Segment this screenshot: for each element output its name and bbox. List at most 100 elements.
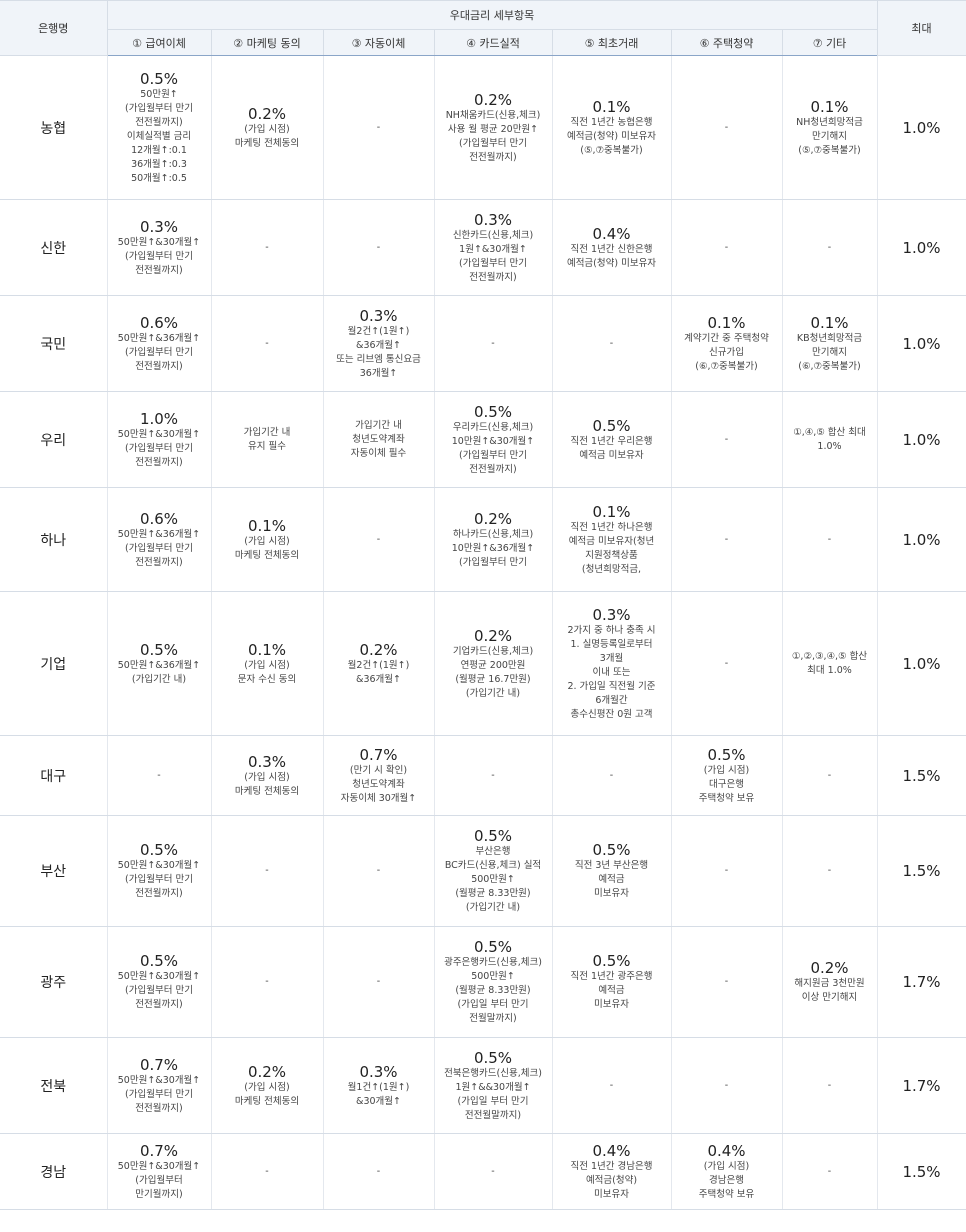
- rate-detail-line: -: [724, 1079, 729, 1091]
- rate-detail-line: 예적금: [598, 874, 625, 885]
- rate-detail-line: 이체실적별 금리: [126, 130, 192, 142]
- rate-detail-line: -: [265, 1165, 269, 1177]
- table-row: 광주 0.5% 50만원↑&30개월↑ (가입월부터 만기 전전월까지) - -0.5% 광주…: [0, 926, 966, 1038]
- rate-detail-line: (가입 시점): [244, 123, 290, 135]
- rate-detail-line: NH청년희망적금: [796, 116, 863, 128]
- rate-value: 0.1%: [592, 97, 631, 116]
- max-rate-cell: 1.5%: [877, 815, 966, 927]
- rate-detail-line: -: [376, 865, 381, 876]
- rate-detail-line: (가입기간 내): [465, 687, 521, 699]
- rate-value: 0.4%: [592, 224, 631, 243]
- rate-value: 0.1%: [247, 640, 287, 659]
- rate-cell: 0.5% 광주은행카드(신용,체크) 500만원↑ (월평균 8.33만원) (가입일 …: [434, 926, 553, 1038]
- rate-detail-line: -: [827, 865, 832, 876]
- rate-detail-line: 6개월간: [595, 694, 628, 706]
- rate-cell: 가입기간 내 유지 필수: [211, 391, 324, 488]
- rate-detail-line: 직전 1년간 광주은행: [570, 971, 653, 982]
- rate-detail-line: -: [376, 976, 381, 987]
- rate-detail-line: 50만원↑&30개월↑: [117, 1074, 201, 1086]
- rate-detail-line: 전전월까지): [135, 456, 183, 468]
- rate-detail-line: -: [376, 241, 381, 253]
- rate-cell: 0.1% KB청년희망적금 만기해지 (⑥,⑦중복불가): [782, 295, 878, 392]
- rate-detail-line: (가입 시점): [703, 764, 750, 776]
- rate-value: 0.2%: [359, 640, 398, 659]
- rate-detail-line: -: [376, 1165, 381, 1177]
- rate-detail-line: NH채움카드(신용,체크): [445, 109, 541, 121]
- rate-cell: 0.4% 직전 1년간 경남은행 예적금(청약) 미보유자: [552, 1133, 672, 1210]
- rate-value: 0.7%: [359, 745, 398, 764]
- rate-detail-line: -: [157, 769, 161, 781]
- rate-cell: 0.7% 50만원↑&30개월↑ (가입월부터 만기월까지): [107, 1133, 212, 1210]
- rate-cell: 1.0% 50만원↑&30개월↑ (가입월부터 만기 전전월까지): [107, 391, 212, 488]
- rate-value: 0.3%: [359, 1062, 398, 1081]
- rate-value: 0.5%: [139, 952, 179, 970]
- rate-cell: -: [782, 1037, 878, 1134]
- rate-value: 0.2%: [247, 1062, 287, 1081]
- bank-name-cell: 국민: [0, 295, 108, 392]
- rate-value: 0.2%: [473, 626, 513, 645]
- rate-cell: -: [552, 735, 672, 816]
- rate-cell: -: [671, 55, 783, 200]
- rate-detail-line: 2. 가입일 직전월 기준: [567, 680, 656, 692]
- rate-detail-line: -: [724, 657, 729, 669]
- rate-detail-line: 예적금(청약): [585, 1174, 638, 1186]
- rate-detail-line: 미보유자: [594, 999, 629, 1010]
- rate-detail-line: (가입 시점): [244, 771, 290, 783]
- rate-cell: -: [323, 926, 435, 1038]
- rate-detail-line: 전전월까지): [135, 556, 183, 568]
- rate-value: 0.5%: [707, 745, 746, 764]
- rate-cell: 0.5% 부산은행 BC카드(신용,체크) 실적 500만원↑ (월평균 8.33만원)…: [434, 815, 553, 927]
- rate-value: 0.2%: [810, 959, 849, 977]
- rate-value: 0.3%: [592, 605, 631, 624]
- rate-detail-line: ①,④,⑤ 합산 최대: [793, 426, 866, 438]
- rate-detail-line: -: [827, 1079, 832, 1091]
- rate-detail-line: 전북은행카드(신용,체크): [444, 1067, 542, 1079]
- rate-cell: -: [211, 1133, 324, 1210]
- rate-cell: -: [782, 199, 878, 296]
- rate-cell: -: [671, 1037, 783, 1134]
- rate-detail-line: 전월말까지): [469, 1013, 517, 1024]
- rate-detail-line: 직전 1년간 하나은행: [570, 521, 653, 533]
- rate-cell: -: [107, 735, 212, 816]
- rate-detail-line: 전전월까지): [135, 360, 183, 372]
- max-column-header: 최대: [877, 0, 966, 56]
- rate-detail-line: 신규가입: [709, 346, 744, 358]
- rate-detail-line: 전전월까지): [135, 999, 183, 1010]
- rate-detail-line: 연평균 200만원: [460, 659, 526, 671]
- rate-detail-line: 마케팅 전체동의: [234, 549, 300, 561]
- max-rate-cell: 1.0%: [877, 55, 966, 200]
- rate-detail-line: 부산은행: [475, 846, 511, 857]
- rate-value: 0.2%: [473, 90, 513, 109]
- rate-cell: 0.5% 직전 3년 부산은행 예적금 미보유자: [552, 815, 672, 927]
- rate-value: 0.1%: [707, 313, 746, 332]
- rate-detail-line: 50만원↑&30개월↑: [117, 236, 201, 248]
- rate-cell: -: [323, 487, 435, 592]
- rate-value: 0.1%: [247, 516, 287, 535]
- rate-cell: 0.3% 월2건↑(1원↑) &36개월↑ 또는 리브엠 통신요금 36개월↑: [323, 295, 435, 392]
- bank-name-cell: 경남: [0, 1133, 108, 1210]
- rate-cell: -: [323, 815, 435, 927]
- rate-detail-line: -: [265, 865, 269, 876]
- rate-detail-line: 미보유자: [594, 888, 629, 899]
- table-body: 농협 0.5% 50만원↑ (가입월부터 만기 전전월까지) 이체실적별 금리 12개월↑:…: [0, 55, 966, 1210]
- rate-detail-line: 전전월까지): [469, 463, 517, 475]
- rate-cell: 0.2% 해지원금 3천만원 이상 만기해지: [782, 926, 878, 1038]
- rate-cell: 0.5% (가입 시점) 대구은행 주택청약 보유: [671, 735, 783, 816]
- rate-cell: 0.6% 50만원↑&36개월↑ (가입월부터 만기 전전월까지): [107, 487, 212, 592]
- rate-detail-line: (가입일 부터 만기: [457, 1095, 529, 1107]
- rate-value: 0.7%: [139, 1055, 179, 1074]
- rate-value: 0.1%: [810, 97, 849, 116]
- rate-detail-line: (월평균 8.33만원): [455, 888, 531, 899]
- rate-detail-line: 10만원↑&36개월↑: [451, 542, 535, 554]
- rate-cell: 0.5% 50만원↑&30개월↑ (가입월부터 만기 전전월까지): [107, 815, 212, 927]
- rate-detail-line: 전전월까지): [469, 151, 517, 163]
- rate-cell: 0.5% 직전 1년간 광주은행 예적금 미보유자: [552, 926, 672, 1038]
- rate-detail-line: (⑤,⑦중복불가): [580, 144, 643, 156]
- rate-value: 0.5%: [473, 938, 513, 956]
- rate-detail-line: 500만원↑: [471, 874, 515, 885]
- rate-detail-line: 10만원↑&30개월↑: [451, 435, 535, 447]
- rate-cell: 0.1% 직전 1년간 하나은행 예적금 미보유자(청년 지원정책상품 (청년희망적금,: [552, 487, 672, 592]
- rate-cell: 0.4% 직전 1년간 신한은행 예적금(청약) 미보유자: [552, 199, 672, 296]
- rate-detail-line: 직전 1년간 농협은행: [570, 116, 653, 128]
- rate-cell: 0.5% 전북은행카드(신용,체크) 1원↑&&30개월↑ (가입일 부터 만기 전전월…: [434, 1037, 553, 1134]
